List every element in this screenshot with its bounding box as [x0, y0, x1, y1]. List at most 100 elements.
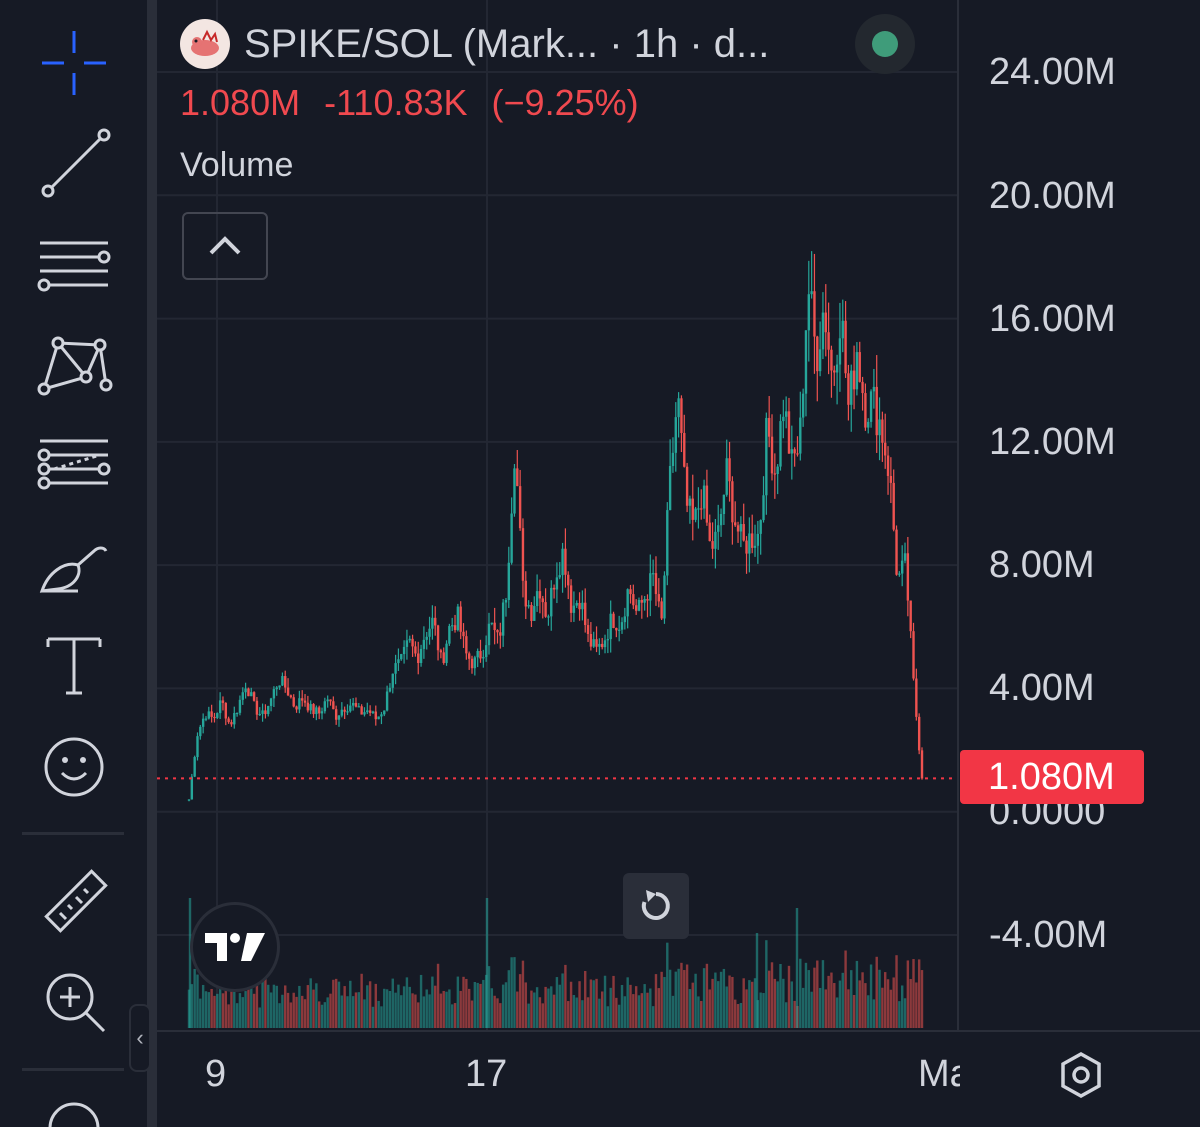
candle-body [787, 411, 791, 454]
zoom-in-tool-button[interactable] [24, 956, 124, 1046]
volume-bar [227, 1004, 230, 1028]
candle-body [784, 411, 788, 417]
candle-body [210, 711, 213, 717]
volume-bar [810, 991, 813, 1028]
candle-body [804, 330, 808, 394]
volume-bar [428, 994, 431, 1028]
candle-body [547, 616, 550, 618]
collapse-toolbar-handle[interactable]: ‹ [129, 1004, 151, 1072]
market-status-indicator[interactable] [855, 14, 915, 74]
text-icon [46, 637, 102, 695]
candle-body [572, 605, 576, 613]
price-scale[interactable]: 24.00M 20.00M 16.00M 12.00M 8.00M 4.00M … [957, 0, 1200, 1030]
candle-body [278, 685, 281, 688]
ruler-tool-button[interactable] [24, 856, 124, 946]
candle-body [881, 419, 884, 443]
candle-body [284, 676, 287, 688]
fib-retracement-tool-button[interactable] [24, 420, 124, 510]
volume-bar [748, 980, 751, 1028]
candle-body [612, 613, 615, 628]
text-tool-button[interactable] [24, 620, 124, 710]
candle-body [770, 436, 774, 474]
legend-collapse-button[interactable] [182, 212, 268, 280]
candle-body [567, 574, 570, 586]
reset-chart-button[interactable] [623, 873, 689, 939]
brush-tool-button[interactable] [24, 520, 124, 610]
candle-body [739, 524, 743, 532]
candle-body [615, 627, 618, 631]
volume-bar [705, 963, 709, 1028]
volume-bar [666, 942, 669, 1028]
candle-body [765, 417, 768, 496]
candle-body [810, 291, 813, 295]
volume-bar [584, 971, 587, 1028]
candle-body [269, 698, 273, 706]
candle-body [289, 695, 293, 698]
candle-body [462, 631, 465, 637]
volume-bar [453, 1003, 457, 1028]
trend-line-tool-button[interactable] [24, 116, 124, 206]
volume-bar [632, 994, 635, 1028]
volume-indicator-label[interactable]: Volume [180, 146, 294, 184]
candle-body [397, 659, 400, 664]
candle-body [838, 338, 842, 365]
volume-bar [683, 970, 686, 1028]
volume-bar [872, 999, 876, 1028]
volume-bar [714, 972, 717, 1028]
emoji-tool-button[interactable] [24, 722, 124, 812]
volume-bar [671, 995, 675, 1028]
volume-bar [425, 989, 428, 1028]
volume-bar [688, 989, 692, 1028]
volume-bar [301, 995, 304, 1028]
ruler-icon [44, 869, 108, 933]
volume-bar [462, 976, 465, 1028]
tradingview-logo[interactable] [190, 902, 280, 992]
volume-bar [247, 988, 250, 1028]
candle-body [408, 638, 411, 641]
time-scale[interactable] [157, 1030, 1200, 1127]
volume-bar [216, 993, 219, 1028]
drawing-toolbar [0, 0, 147, 1127]
volume-bar [878, 969, 881, 1028]
volume-bar [368, 981, 372, 1028]
candle-body [680, 398, 683, 433]
crosshair-tool-button[interactable] [24, 18, 124, 108]
volume-bar [586, 997, 590, 1028]
candle-body [651, 573, 655, 575]
volume-bar [790, 981, 794, 1028]
volume-bar [340, 995, 344, 1028]
price-scale-label: 20.00M [989, 175, 1116, 217]
candle-body [917, 716, 921, 751]
volume-bar [589, 979, 593, 1028]
more-tools-button[interactable] [24, 1088, 124, 1127]
pattern-tool-button[interactable] [24, 318, 124, 408]
horizontal-lines-tool-button[interactable] [24, 218, 124, 308]
volume-bar [731, 976, 734, 1028]
volume-bar [334, 978, 338, 1028]
candle-body [801, 393, 805, 418]
candle-body [569, 585, 573, 613]
volume-bar [349, 980, 352, 1028]
candle-body [388, 687, 392, 692]
candle-body [250, 692, 253, 697]
volume-bar [617, 1004, 621, 1028]
legend-price-row: 1.080M -110.83K (−9.25%) [180, 82, 940, 124]
volume-bar [419, 974, 423, 1028]
volume-bar [351, 996, 355, 1028]
volume-bar [442, 990, 445, 1028]
volume-bar [371, 1006, 375, 1028]
candle-body [773, 473, 777, 475]
volume-bar [626, 977, 629, 1028]
volume-bar [567, 1001, 570, 1028]
candlestick-chart[interactable] [157, 0, 957, 1030]
symbol-title[interactable]: SPIKE/SOL (Mark... · 1h · d... [244, 21, 770, 66]
candle-body [306, 702, 310, 711]
candle-body [827, 332, 830, 350]
chart-settings-button[interactable] [1056, 1050, 1106, 1100]
chart-pane[interactable] [157, 0, 957, 1030]
price-scale-label: 12.00M [989, 421, 1116, 463]
candle-body [510, 513, 513, 563]
candle-body [490, 622, 494, 624]
volume-bar [830, 972, 833, 1028]
